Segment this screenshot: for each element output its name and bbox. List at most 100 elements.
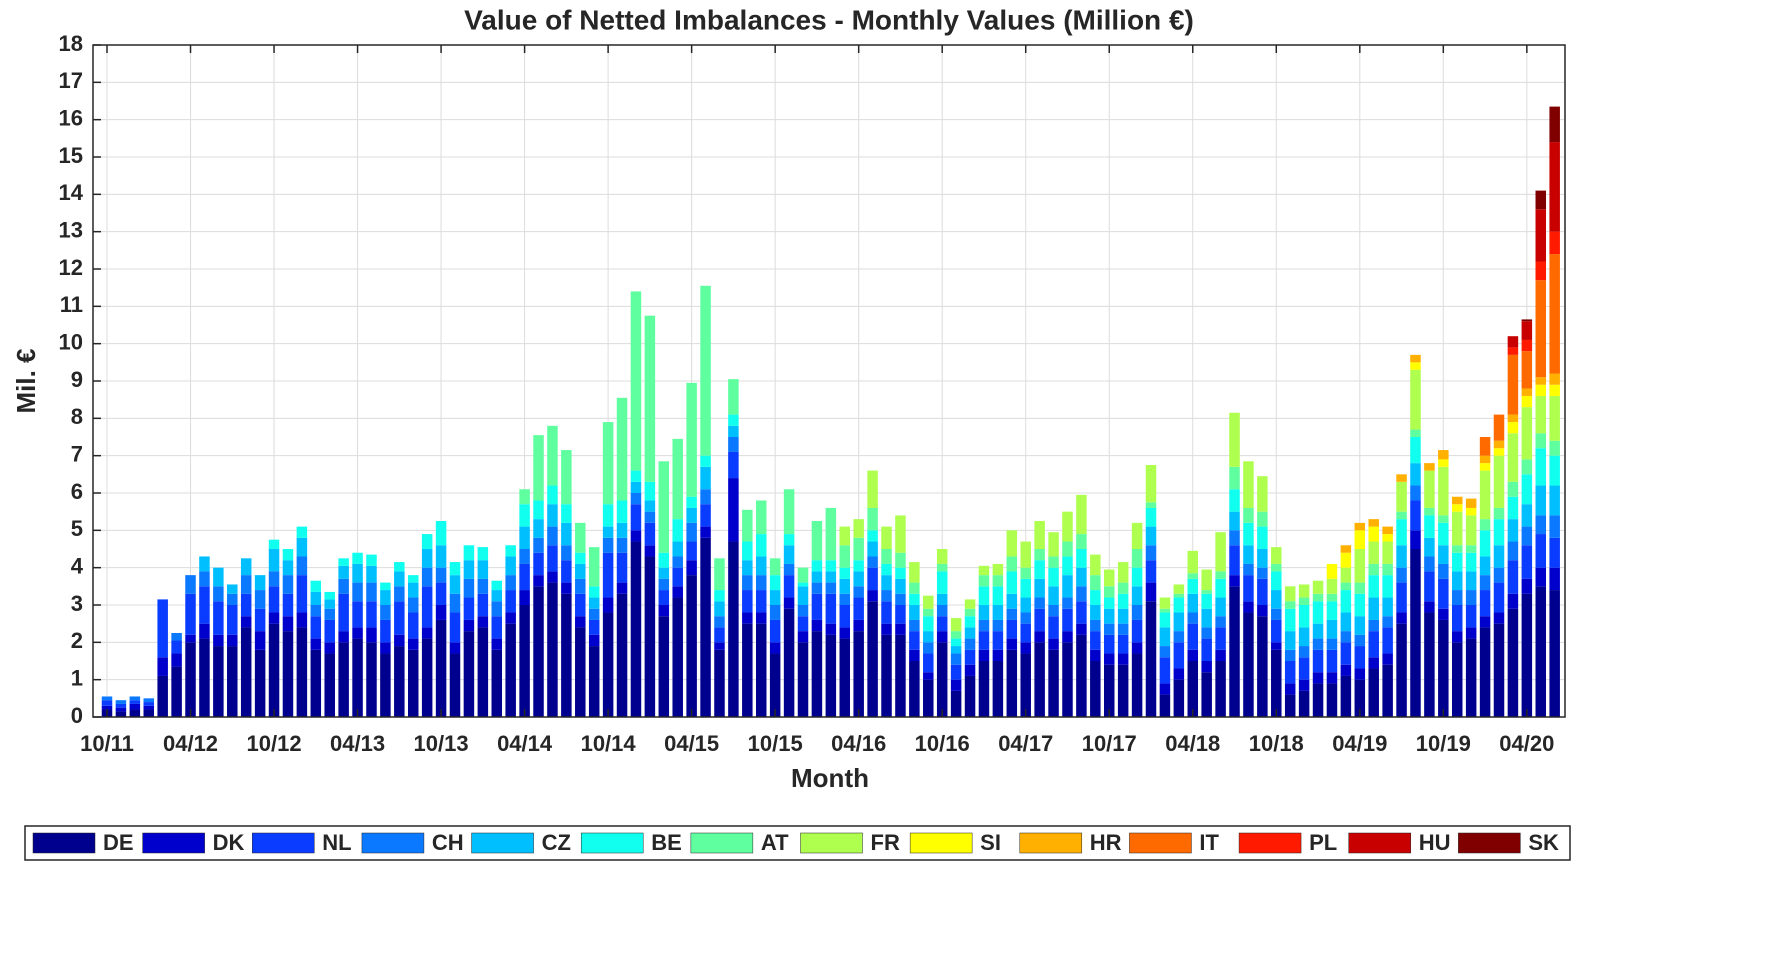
bar-segment [839, 578, 851, 594]
bar-segment [895, 515, 906, 553]
bar-segment [1020, 642, 1031, 654]
y-tick-label: 0 [71, 703, 83, 728]
bar-segment [1410, 530, 1421, 549]
bar-segment [1243, 522, 1254, 546]
bar-segment [449, 642, 461, 654]
bar-segment [1145, 582, 1157, 602]
bar-segment [394, 601, 405, 635]
bar-segment [1215, 597, 1226, 617]
bar-segment [240, 575, 252, 594]
legend-label: AT [761, 830, 789, 855]
bar-segment [1034, 578, 1045, 598]
bar-segment [978, 565, 990, 576]
bar-segment [1410, 369, 1421, 430]
bar-segment [1020, 567, 1031, 579]
bar-segment [575, 593, 586, 617]
bar-segment [1159, 683, 1171, 695]
bar-segment [1131, 522, 1143, 549]
bar-segment [421, 567, 433, 587]
bar-segment [630, 530, 642, 542]
bar-segment [964, 599, 976, 609]
legend-swatch [580, 832, 644, 854]
bar-segment [394, 571, 405, 587]
legend-label: CZ [542, 830, 571, 855]
bar-segment [394, 646, 405, 717]
bar-segment [588, 608, 600, 620]
bar-segment [895, 605, 906, 624]
bar-segment [561, 545, 572, 561]
bar-segment [1465, 605, 1477, 628]
bar-segment [1438, 619, 1449, 717]
bar-segment [380, 590, 391, 605]
bar-segment [1465, 590, 1477, 605]
bar-segment [435, 567, 447, 583]
bar-segment [1326, 563, 1338, 579]
bar-segment [1535, 534, 1547, 568]
bar-segment [449, 562, 461, 576]
bar-segment [602, 422, 614, 505]
bar-segment [1368, 631, 1379, 658]
bar-segment [1145, 545, 1157, 561]
bar-segment [1521, 395, 1533, 408]
bar-segment [1076, 534, 1087, 549]
bar-segment [839, 627, 851, 639]
bar-segment [1340, 642, 1352, 665]
bar-segment [1507, 496, 1519, 520]
bar-segment [783, 489, 795, 535]
bar-segment [700, 526, 711, 538]
bar-segment [616, 500, 628, 523]
bar-segment [769, 558, 781, 576]
bar-segment [658, 578, 670, 591]
bar-segment [1048, 532, 1059, 557]
bar-segment [1521, 339, 1533, 352]
bar-segment [1298, 605, 1310, 628]
bar-segment [1340, 664, 1352, 676]
bar-segment [1396, 474, 1407, 482]
bar-segment [1257, 605, 1268, 617]
bar-segment [1006, 608, 1018, 620]
bar-segment [1062, 575, 1073, 598]
legend-swatch [1019, 832, 1083, 854]
bar-segment [1173, 584, 1185, 594]
bar-segment [644, 500, 656, 512]
bar-segment [1103, 569, 1115, 587]
bar-segment [742, 575, 753, 591]
bar-segment [630, 481, 642, 493]
bar-segment [1117, 582, 1129, 594]
bar-segment [407, 649, 419, 717]
bar-segment [992, 661, 1004, 717]
bar-segment [686, 496, 697, 508]
bar-segment [1243, 507, 1254, 523]
bar-segment [950, 631, 962, 639]
bar-segment [1271, 619, 1282, 643]
bar-segment [1382, 597, 1393, 617]
bar-segment [686, 382, 697, 497]
bar-segment [310, 580, 322, 592]
bar-segment [602, 552, 614, 598]
bar-segment [1173, 612, 1185, 632]
bar-segment [1451, 642, 1463, 717]
bar-segment [366, 627, 377, 643]
bar-segment [686, 507, 697, 523]
bar-segment [1549, 515, 1560, 538]
bar-segment [1243, 601, 1254, 613]
bar-segment [686, 541, 697, 561]
bar-segment [923, 595, 934, 609]
bar-segment [352, 552, 363, 564]
bar-segment [839, 593, 851, 605]
bar-segment [783, 563, 795, 576]
bar-segment [407, 612, 419, 639]
bar-segment [714, 616, 725, 628]
bar-segment [728, 414, 739, 426]
bar-segment [1159, 694, 1171, 717]
bar-segment [755, 590, 767, 613]
bar-segment [575, 578, 586, 594]
bar-segment [115, 703, 127, 708]
bar-segment [1507, 433, 1519, 482]
bar-segment [449, 653, 461, 717]
bar-segment [1465, 498, 1477, 508]
bar-segment [644, 522, 656, 546]
bar-segment [1535, 377, 1547, 385]
bar-segment [1354, 582, 1366, 594]
bar-segment [296, 612, 308, 628]
